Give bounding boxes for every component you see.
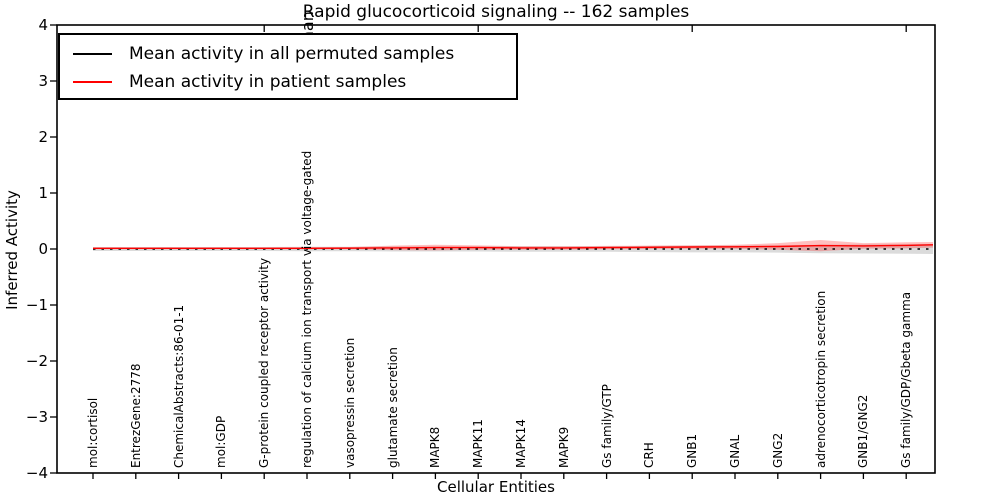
y-tick-label: 0 [38, 240, 48, 258]
x-tick-label: CRH [642, 442, 657, 468]
legend: Mean activity in all permuted samples Me… [58, 33, 518, 100]
legend-item: Mean activity in patient samples [60, 68, 516, 96]
chart-title: Rapid glucocorticoid signaling -- 162 sa… [302, 2, 690, 22]
legend-label-patient: Mean activity in patient samples [129, 72, 407, 92]
x-tick-label: vasopressin secretion [342, 337, 357, 468]
x-tick-label: MAPK8 [428, 426, 443, 468]
y-tick-label: 2 [38, 128, 48, 146]
x-tick-label: mol:GDP [214, 415, 229, 468]
y-tick-label: −1 [25, 296, 48, 314]
x-tick-label: MAPK9 [556, 426, 571, 468]
x-tick-label: Gs family/GDP/Gbeta gamma [899, 291, 914, 468]
x-tick-label: Gs family/GTP [599, 384, 614, 468]
x-tick-label: EntrezGene:2778 [128, 363, 143, 469]
x-tick-label: G-protein coupled receptor activity [257, 257, 272, 468]
y-tick-label: −3 [25, 408, 48, 426]
x-tick-label: GNB1/GNG2 [856, 394, 871, 468]
y-tick-label: 1 [38, 184, 48, 202]
x-tick-label: MAPK11 [471, 419, 486, 468]
x-tick-label: GNG2 [770, 432, 785, 468]
x-tick-label: mol:cortisol [86, 397, 100, 468]
legend-line-sample-permuted [73, 53, 112, 55]
x-tick-label: ChemicalAbstracts:86-01-1 [171, 304, 186, 468]
legend-item: Mean activity in all permuted samples [60, 40, 516, 68]
y-tick-label: 3 [38, 72, 48, 90]
x-tick-label: regulation of calcium ion transport via … [300, 150, 314, 468]
y-tick-label: −2 [25, 352, 48, 370]
x-tick-label: glutamate secretion [385, 347, 400, 468]
y-tick-label: 4 [38, 16, 48, 34]
legend-line-sample-patient [73, 81, 112, 83]
x-tick-label: adrenocorticotropin secretion [813, 290, 828, 468]
x-tick-label: GNB1 [685, 433, 700, 468]
legend-label-permuted: Mean activity in all permuted samples [129, 44, 455, 64]
x-axis-label: Cellular Entities [437, 478, 555, 496]
y-tick-label: −4 [25, 464, 48, 482]
x-tick-label: MAPK14 [514, 419, 528, 468]
x-tick-label: GNAL [728, 434, 742, 468]
